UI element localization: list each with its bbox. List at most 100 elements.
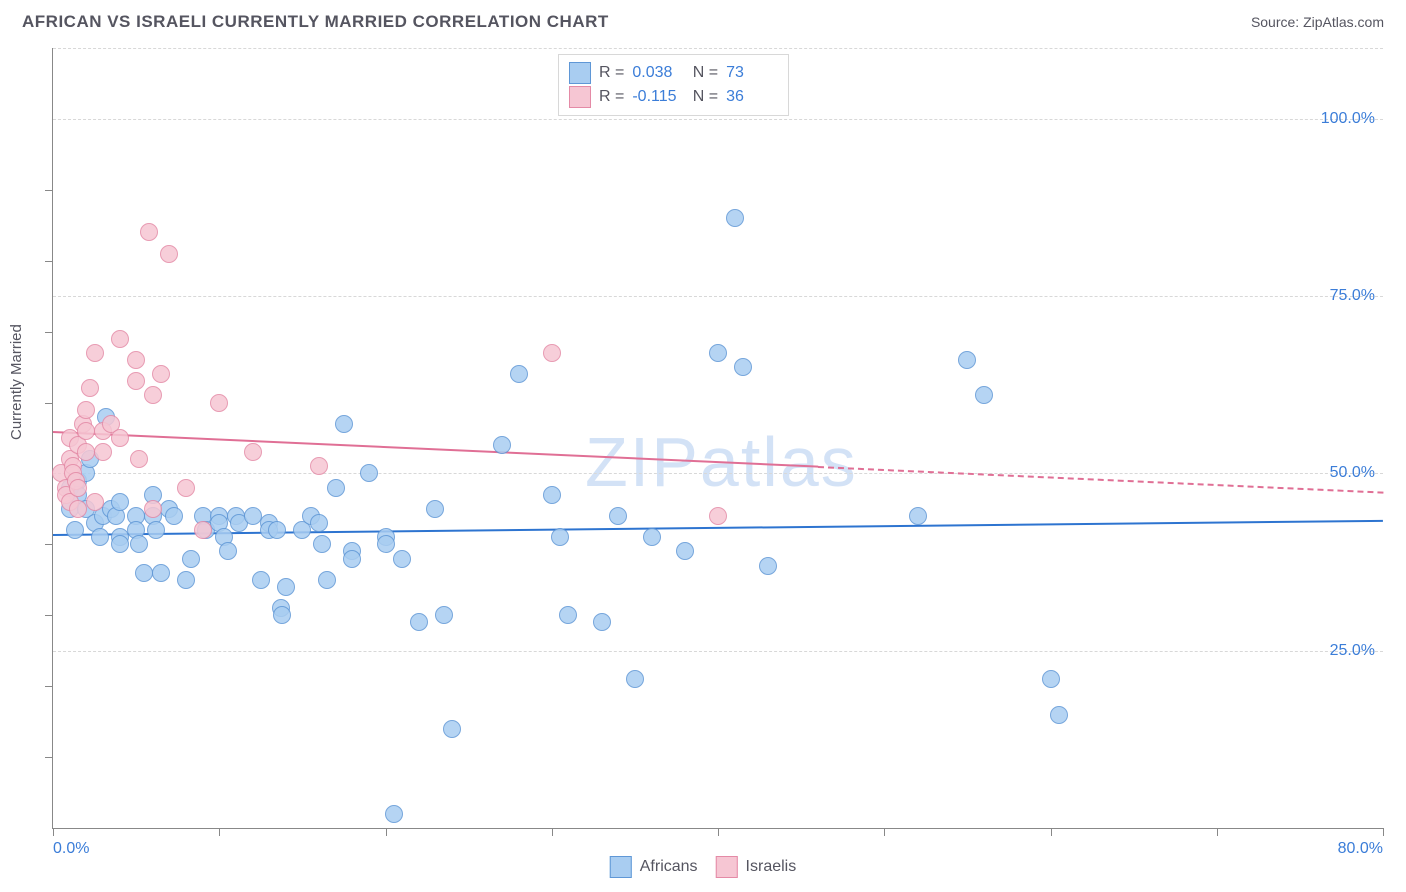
gridline [53, 48, 1383, 49]
data-point [144, 500, 162, 518]
data-point [152, 365, 170, 383]
stats-row: R = -0.115 N = 36 [569, 85, 774, 109]
legend-swatch-africans [610, 856, 632, 878]
y-tick [45, 544, 53, 545]
data-point [277, 578, 295, 596]
data-point [86, 493, 104, 511]
r-value: -0.115 [632, 85, 680, 109]
data-point [77, 422, 95, 440]
x-tick [552, 828, 553, 836]
data-point [77, 443, 95, 461]
y-tick [45, 403, 53, 404]
data-point [111, 429, 129, 447]
gridline [53, 119, 1383, 120]
data-point [130, 535, 148, 553]
data-point [111, 535, 129, 553]
n-value: 73 [726, 61, 774, 85]
y-tick [45, 686, 53, 687]
stats-swatch [569, 62, 591, 84]
data-point [726, 209, 744, 227]
y-tick [45, 332, 53, 333]
data-point [69, 500, 87, 518]
data-point [81, 379, 99, 397]
stats-row: R =0.038 N =73 [569, 61, 774, 85]
data-point [147, 521, 165, 539]
stats-swatch [569, 86, 591, 108]
x-start-label: 0.0% [53, 840, 89, 858]
data-point [551, 528, 569, 546]
n-label: N = [688, 61, 718, 85]
data-point [111, 493, 129, 511]
data-point [626, 670, 644, 688]
y-tick-label: 25.0% [1330, 642, 1375, 660]
data-point [252, 571, 270, 589]
data-point [410, 613, 428, 631]
data-point [393, 550, 411, 568]
data-point [510, 365, 528, 383]
data-point [86, 344, 104, 362]
y-tick-label: 75.0% [1330, 287, 1375, 305]
data-point [66, 521, 84, 539]
data-point [244, 443, 262, 461]
data-point [1050, 706, 1068, 724]
x-tick [1383, 828, 1384, 836]
data-point [360, 464, 378, 482]
x-tick [53, 828, 54, 836]
legend-label-israelis: Israelis [746, 858, 797, 876]
data-point [734, 358, 752, 376]
y-tick [45, 261, 53, 262]
data-point [385, 805, 403, 823]
n-value: 36 [726, 85, 774, 109]
data-point [343, 550, 361, 568]
data-point [177, 571, 195, 589]
data-point [152, 564, 170, 582]
data-point [609, 507, 627, 525]
data-point [335, 415, 353, 433]
data-point [709, 344, 727, 362]
x-tick [718, 828, 719, 836]
data-point [313, 535, 331, 553]
data-point [759, 557, 777, 575]
y-tick [45, 757, 53, 758]
data-point [543, 344, 561, 362]
data-point [127, 351, 145, 369]
data-point [310, 514, 328, 532]
data-point [1042, 670, 1060, 688]
data-point [140, 223, 158, 241]
data-point [91, 528, 109, 546]
data-point [643, 528, 661, 546]
data-point [182, 550, 200, 568]
x-tick [386, 828, 387, 836]
data-point [377, 535, 395, 553]
data-point [194, 521, 212, 539]
x-tick [884, 828, 885, 836]
x-tick [219, 828, 220, 836]
y-tick-label: 100.0% [1321, 110, 1375, 128]
data-point [177, 479, 195, 497]
gridline [53, 473, 1383, 474]
chart-title: AFRICAN VS ISRAELI CURRENTLY MARRIED COR… [22, 12, 609, 32]
source-name: ZipAtlas.com [1303, 14, 1384, 30]
legend-item-africans: Africans [610, 856, 698, 878]
data-point [219, 542, 237, 560]
y-axis-label: Currently Married [8, 324, 25, 440]
data-point [111, 330, 129, 348]
data-point [327, 479, 345, 497]
x-tick [1217, 828, 1218, 836]
data-point [318, 571, 336, 589]
legend-swatch-israelis [716, 856, 738, 878]
r-label: R = [599, 85, 624, 109]
legend-label-africans: Africans [640, 858, 698, 876]
data-point [493, 436, 511, 454]
data-point [593, 613, 611, 631]
n-label: N = [688, 85, 718, 109]
y-tick-label: 50.0% [1330, 464, 1375, 482]
data-point [127, 372, 145, 390]
data-point [975, 386, 993, 404]
data-point [426, 500, 444, 518]
data-point [268, 521, 286, 539]
data-point [676, 542, 694, 560]
data-point [543, 486, 561, 504]
data-point [273, 606, 291, 624]
data-point [77, 401, 95, 419]
